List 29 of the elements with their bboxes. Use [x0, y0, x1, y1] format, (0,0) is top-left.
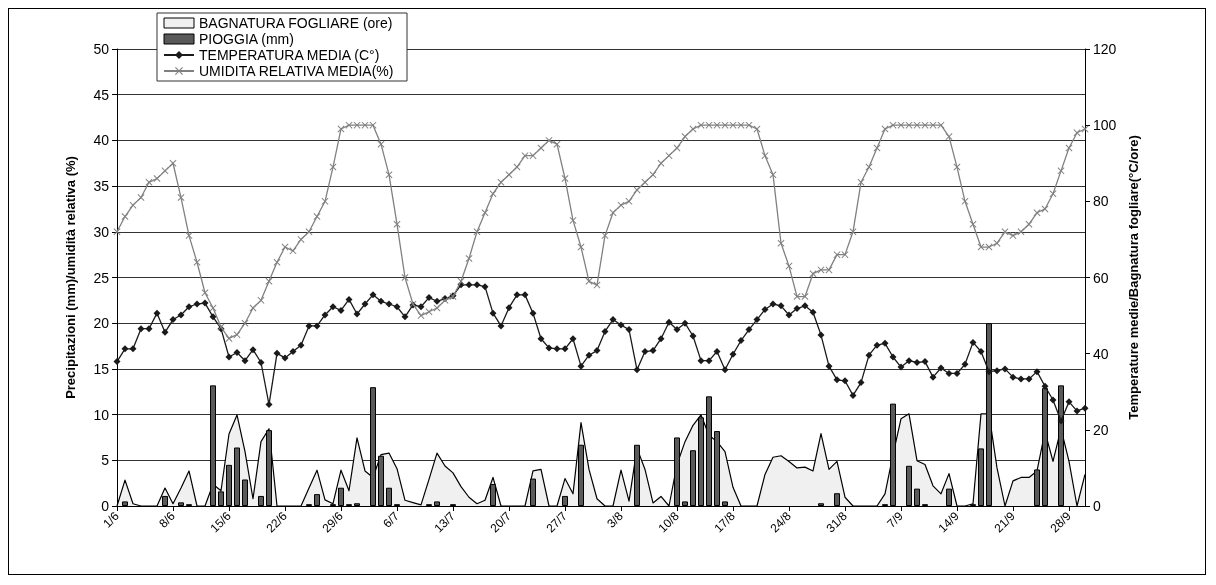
- y2-tick-label: 80: [1093, 193, 1109, 210]
- legend-label: TEMPERATURA MEDIA (C°): [199, 47, 380, 63]
- y-tick-label: 10: [93, 406, 110, 423]
- y-tick-label: 20: [93, 315, 110, 332]
- y2-axis-title: Temperature medie/Bagnatura fogliare(°C/ore): [1126, 135, 1142, 420]
- y2-tick-label: 60: [1093, 269, 1109, 286]
- x-tick-label: 3/8: [604, 508, 627, 531]
- y-tick-label: 45: [93, 86, 110, 103]
- x-tick-label: 8/6: [156, 508, 179, 531]
- x-tick-label: 31/8: [823, 508, 851, 536]
- legend-label: PIOGGIA (mm): [199, 31, 294, 47]
- y2-tick-label: 0: [1093, 498, 1101, 514]
- y2-tick-label: 40: [1093, 345, 1109, 362]
- y2-tick-label: 20: [1093, 421, 1109, 438]
- y2-tick-label: 120: [1093, 41, 1117, 57]
- x-tick-label: 7/9: [884, 508, 907, 531]
- y2-tick-label: 100: [1093, 117, 1117, 134]
- y-tick-label: 15: [93, 360, 110, 377]
- y-tick-label: 50: [93, 41, 110, 57]
- y-axis-title: Precipitazioni (mm)/umidità relativa (%): [63, 156, 78, 399]
- y-tick-label: 40: [93, 132, 110, 149]
- y-tick-label: 5: [101, 452, 110, 469]
- x-tick-label: 6/7: [380, 508, 403, 531]
- y-tick-label: 30: [93, 223, 110, 240]
- legend-label: BAGNATURA FOGLIARE (ore): [199, 15, 393, 31]
- y-tick-label: 35: [93, 178, 110, 195]
- y-tick-label: 25: [93, 269, 110, 286]
- y-tick-label: 0: [101, 498, 110, 514]
- legend-label: UMIDITA RELATIVA MEDIA(%): [199, 63, 394, 79]
